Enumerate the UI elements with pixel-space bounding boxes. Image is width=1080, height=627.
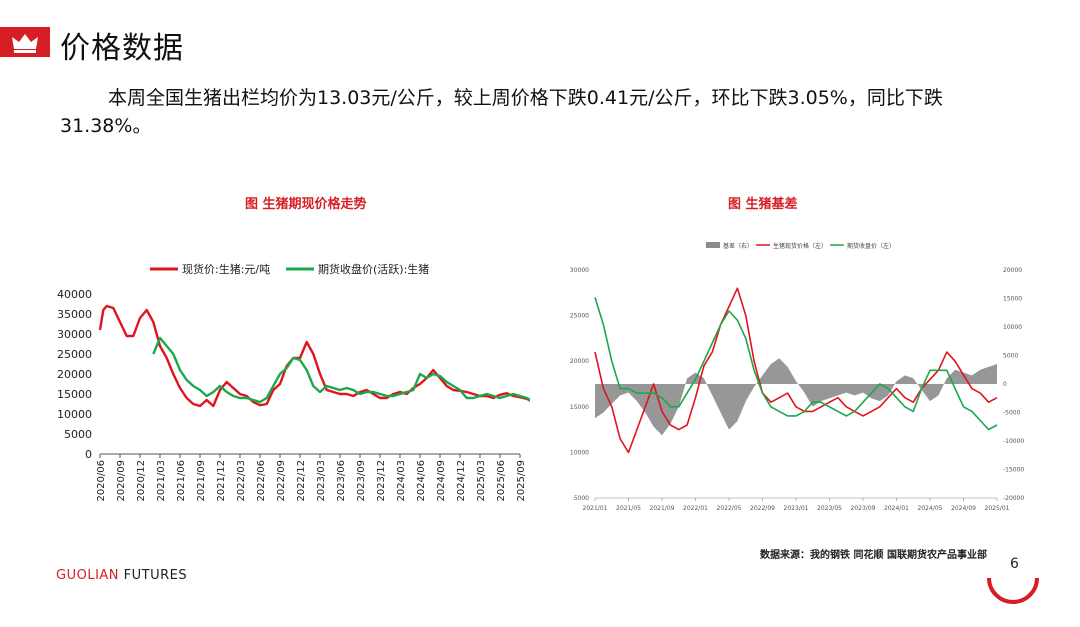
chart1-x-tick: 2024/09 xyxy=(436,460,447,502)
chart1-x-tick: 2024/03 xyxy=(396,460,407,502)
chart2-y-right-tick: 15000 xyxy=(1003,296,1022,303)
crown-icon xyxy=(12,34,38,53)
brand-logo: GUOLIAN FUTURES xyxy=(56,568,187,583)
chart1-y-tick: 0 xyxy=(85,448,92,461)
legend-label-spot: 现货价:生猪:元/吨 xyxy=(182,262,270,276)
series-line-futures2 xyxy=(594,297,998,431)
chart2-y-right-tick: -10000 xyxy=(1003,438,1024,445)
chart1-caption: 图 生猪期现价格走势 xyxy=(245,197,367,212)
chart1-y-tick: 30000 xyxy=(57,328,92,341)
legend-label-futures: 期货收盘价(活跃):生猪 xyxy=(318,262,429,276)
chart1-y-tick: 5000 xyxy=(64,428,92,441)
chart1-x-tick: 2021/09 xyxy=(196,460,207,502)
header-accent-bar xyxy=(0,27,50,57)
series-line-futures xyxy=(152,336,530,404)
chart2-y-right-tick: -20000 xyxy=(1003,495,1024,502)
chart1-x-tick: 2020/12 xyxy=(136,460,147,502)
chart1-legend: 现货价:生猪:元/吨 期货收盘价(活跃):生猪 xyxy=(150,262,429,276)
chart2-legend: 基差（右） 生猪现货价格（左） 期货收盘价（左） xyxy=(706,242,895,250)
summary-paragraph: 本周全国生猪出栏均价为13.03元/公斤，较上周价格下跌0.41元/公斤，环比下… xyxy=(60,87,943,137)
basis-chart: 基差（右） 生猪现货价格（左） 期货收盘价（左） 5000 10000 15000 2… xyxy=(570,242,1024,512)
chart2-y-left-tick: 5000 xyxy=(574,495,589,502)
chart2-y-left-tick: 10000 xyxy=(570,449,589,456)
chart2-x-tick: 2021/05 xyxy=(616,505,641,512)
series-line-spot xyxy=(98,304,530,408)
page-number: 6 xyxy=(1010,556,1019,572)
chart1-x-tick: 2025/09 xyxy=(516,460,527,502)
chart1-x-tick: 2022/03 xyxy=(236,460,247,502)
chart1-x-tick: 2021/06 xyxy=(176,460,187,502)
brand-sub: FUTURES xyxy=(119,568,188,583)
chart1-x-tick: 2020/09 xyxy=(116,460,127,502)
chart1-x-tick: 2020/06 xyxy=(96,460,107,502)
chart2-y-right-tick: 0 xyxy=(1003,381,1007,388)
chart1-x-tick: 2021/12 xyxy=(216,460,227,502)
chart1-x-tick: 2025/03 xyxy=(476,460,487,502)
chart2-x-tick: 2024/05 xyxy=(918,505,943,512)
chart2-y-left-tick: 20000 xyxy=(570,358,589,365)
chart1-x-tick: 2022/12 xyxy=(296,460,307,502)
chart2-x-tick: 2024/09 xyxy=(951,505,976,512)
chart2-y-left-tick: 30000 xyxy=(570,267,589,274)
chart2-x-tick: 2022/05 xyxy=(717,505,742,512)
data-source: 数据来源：我的钢铁 同花顺 国联期货农产品事业部 xyxy=(760,550,987,561)
chart1-y-tick: 20000 xyxy=(57,368,92,381)
chart1-x-tick: 2023/03 xyxy=(316,460,327,502)
legend-swatch-basis xyxy=(706,242,720,248)
chart2-x-tick: 2021/09 xyxy=(650,505,675,512)
chart1-y-tick: 40000 xyxy=(57,288,92,301)
chart1-x-tick: 2023/06 xyxy=(336,460,347,502)
chart1-y-tick: 25000 xyxy=(57,348,92,361)
legend-label-spot2: 生猪现货价格（左） xyxy=(773,242,827,250)
chart2-x-tick: 2024/01 xyxy=(884,505,909,512)
chart2-y-right-tick: -15000 xyxy=(1003,467,1024,474)
page-title: 价格数据 xyxy=(60,31,184,66)
chart1-x-tick: 2025/06 xyxy=(496,460,507,502)
chart1-x-tick: 2024/06 xyxy=(416,460,427,502)
chart2-x-tick: 2023/05 xyxy=(817,505,842,512)
chart1-y-tick: 35000 xyxy=(57,308,92,321)
series-line-spot2 xyxy=(594,287,998,454)
legend-label-basis: 基差（右） xyxy=(723,242,753,250)
chart2-y-right-tick: -5000 xyxy=(1003,410,1021,417)
chart2-caption: 图 生猪基差 xyxy=(728,197,798,212)
brand-main: GUOLIAN xyxy=(56,568,120,583)
chart2-x-tick: 2022/01 xyxy=(683,505,708,512)
chart2-y-left-tick: 15000 xyxy=(570,404,589,411)
chart2-x-tick: 2022/09 xyxy=(750,505,775,512)
chart1-x-tick: 2023/09 xyxy=(356,460,367,502)
chart2-y-left-tick: 25000 xyxy=(570,313,589,320)
chart1-x-tick: 2021/03 xyxy=(156,460,167,502)
chart1-x-tick: 2023/12 xyxy=(376,460,387,502)
price-trend-chart: 现货价:生猪:元/吨 期货收盘价(活跃):生猪 0 5000 10000 15000 2… xyxy=(57,262,530,502)
chart2-x-tick: 2023/09 xyxy=(851,505,876,512)
chart1-x-tick: 2024/12 xyxy=(456,460,467,502)
page-number-ornament xyxy=(987,577,1039,604)
chart2-y-right-tick: 10000 xyxy=(1003,324,1022,331)
chart2-x-tick: 2021/01 xyxy=(583,505,608,512)
chart1-y-tick: 15000 xyxy=(57,388,92,401)
chart2-y-right-tick: 5000 xyxy=(1003,353,1018,360)
chart2-x-tick: 2025/01 xyxy=(985,505,1010,512)
chart1-x-tick: 2022/09 xyxy=(276,460,287,502)
chart2-y-right-tick: 20000 xyxy=(1003,267,1022,274)
chart1-y-tick: 10000 xyxy=(57,408,92,421)
chart2-x-tick: 2023/01 xyxy=(784,505,809,512)
legend-label-futures2: 期货收盘价（左） xyxy=(847,242,895,250)
chart1-x-tick: 2022/06 xyxy=(256,460,267,502)
